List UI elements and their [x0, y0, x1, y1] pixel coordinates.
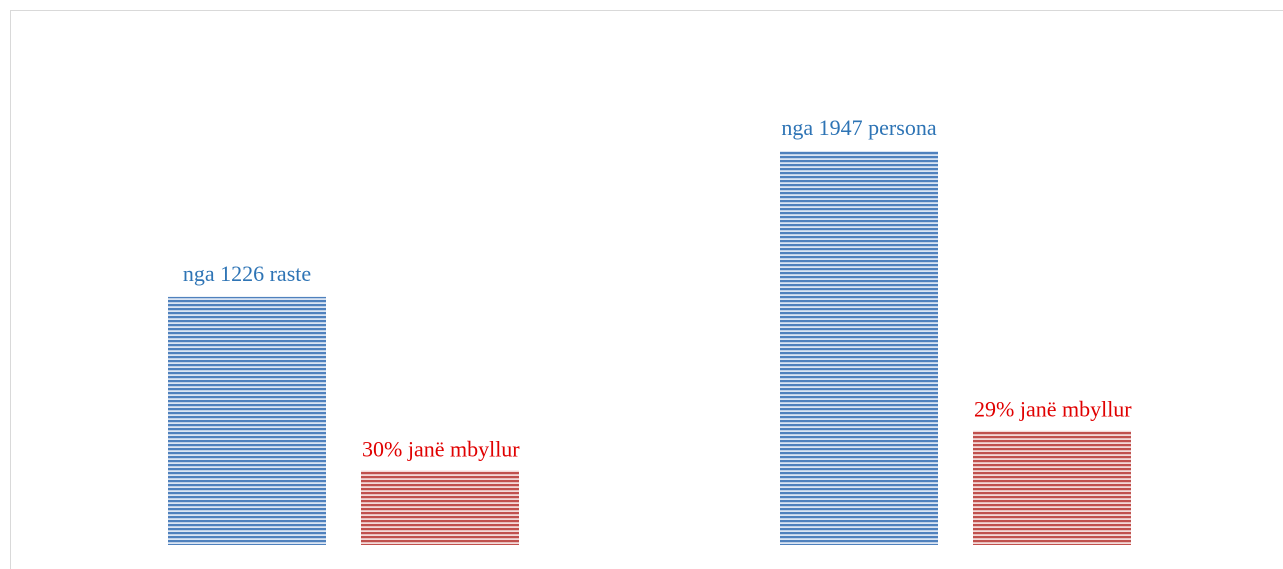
bar	[973, 430, 1131, 545]
data-label: nga 1947 persona	[781, 115, 936, 140]
bar	[168, 296, 326, 545]
bar	[361, 470, 519, 545]
data-label: 29% janë mbyllur	[974, 397, 1132, 422]
bar	[780, 151, 938, 545]
data-label: nga 1226 raste	[183, 261, 311, 286]
data-label: 30% janë mbyllur	[362, 437, 520, 462]
chart-border	[10, 10, 1283, 569]
